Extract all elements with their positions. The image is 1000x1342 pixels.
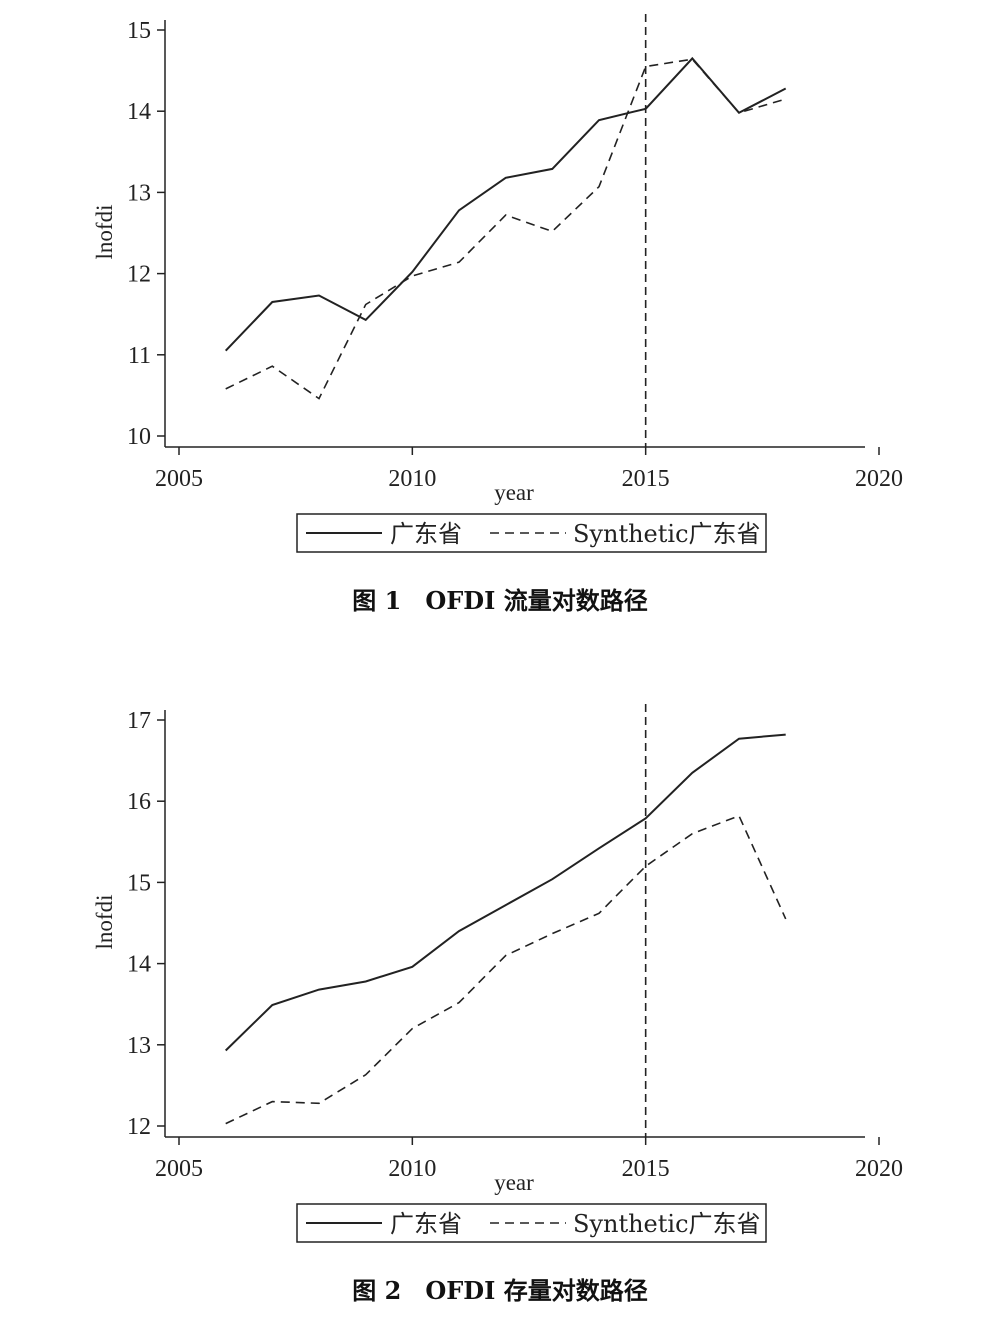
y-axis-title: lnofdi (92, 205, 117, 260)
legend-solid-label: 广东省 (390, 520, 462, 548)
legend-box (296, 513, 767, 553)
series-synthetic-line (225, 814, 787, 1125)
plot-area: 12 13 14 15 16 17 2005 2010 2015 2020 year lnofdi (92, 704, 903, 1195)
x-tick-label: 2020 (855, 1156, 903, 1182)
legend-box (296, 1203, 767, 1243)
legend-solid-label: 广东省 (390, 1210, 462, 1238)
series-guangdong-line (224, 56, 787, 352)
x-tick-label: 2005 (155, 466, 203, 492)
legend: 广东省 Synthetic广东省 (296, 513, 767, 553)
legend: 广东省 Synthetic广东省 (296, 1203, 767, 1243)
y-tick-label: 12 (127, 1114, 151, 1140)
y-tick-label: 12 (127, 262, 151, 288)
figure-caption: 图 1 OFDI 流量对数路径 (352, 586, 647, 615)
x-tick-label: 2015 (622, 466, 670, 492)
y-tick-label: 11 (128, 343, 151, 369)
x-axis-title: year (494, 1170, 534, 1195)
y-tick-label: 15 (127, 870, 151, 896)
series-guangdong-line (225, 733, 786, 1052)
y-tick-label: 14 (127, 952, 151, 978)
y-tick-label: 10 (127, 424, 151, 450)
chart-ofdi-stock: 12 13 14 15 16 17 2005 2010 2015 2020 year lnofdi 广… (92, 704, 903, 1305)
y-tick-label: 14 (127, 99, 151, 125)
plot-area: 10 11 12 13 14 15 2005 2010 2015 2020 year lnofdi (92, 14, 903, 505)
x-tick-label: 2005 (155, 1156, 203, 1182)
x-tick-label: 2010 (388, 466, 436, 492)
y-axis-title: lnofdi (92, 895, 117, 950)
x-axis-title: year (494, 480, 534, 505)
x-tick-label: 2010 (388, 1156, 436, 1182)
y-tick-label: 15 (127, 18, 151, 44)
y-tick-label: 17 (127, 708, 151, 734)
figure-caption: 图 2 OFDI 存量对数路径 (352, 1276, 647, 1305)
legend-dashed-label: Synthetic广东省 (573, 1210, 761, 1238)
x-tick-label: 2020 (855, 466, 903, 492)
series-synthetic-line (225, 58, 786, 400)
y-tick-label: 13 (127, 1033, 151, 1059)
y-tick-label: 16 (127, 789, 151, 815)
y-tick-label: 13 (127, 180, 151, 206)
x-tick-label: 2015 (622, 1156, 670, 1182)
legend-dashed-label: Synthetic广东省 (573, 520, 761, 548)
chart-ofdi-flow: 10 11 12 13 14 15 2005 2010 2015 2020 year lnofdi 广… (92, 14, 903, 615)
